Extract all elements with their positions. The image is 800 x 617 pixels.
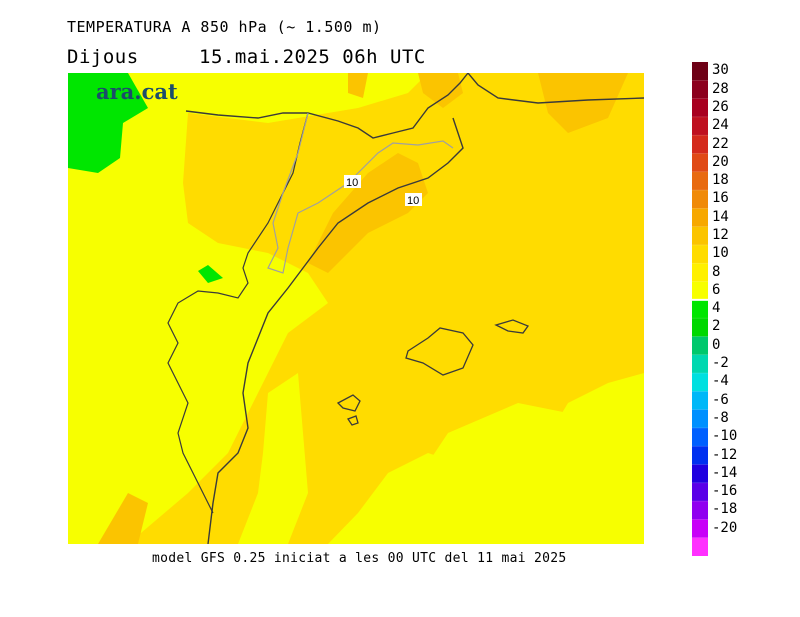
temperature-field-12 [538, 73, 628, 133]
color-scale-tick-label: 16 [712, 190, 729, 207]
color-scale-tick-label: 18 [712, 172, 729, 189]
map-canvas: 10 10 [68, 73, 644, 544]
island [336, 394, 361, 412]
color-scale-swatch [692, 501, 708, 520]
color-scale-tick-label: -14 [712, 464, 738, 481]
day-label: Dijous [67, 46, 139, 68]
color-scale-tick-label: -6 [712, 391, 729, 408]
color-scale-tick-label: 24 [712, 117, 729, 134]
color-scale-swatch [692, 244, 708, 264]
color-scale-swatch [692, 226, 708, 246]
color-scale-swatch [692, 208, 708, 228]
color-scale-swatch [692, 519, 708, 539]
color-scale-tick-label: -8 [712, 409, 729, 426]
color-scale-swatch [692, 135, 708, 154]
contour-label-box [405, 193, 422, 206]
color-scale-tick-label: 12 [712, 227, 729, 243]
color-scale-tick-label: 26 [712, 98, 729, 115]
color-scale-tick-label: 6 [712, 281, 721, 298]
color-scale-tick-label: 30 [712, 62, 729, 79]
color-scale-tick-label: 20 [712, 153, 729, 170]
temperature-field-12 [98, 493, 148, 544]
color-scale-swatch [692, 98, 708, 118]
color-scale-tick-label: -12 [712, 446, 738, 463]
temperature-field-12 [308, 153, 428, 273]
color-scale-swatch [692, 263, 708, 283]
map-subtitle: Dijous 15.mai.2025 06h UTC [67, 46, 425, 68]
color-scale-tick-label: 14 [712, 208, 729, 225]
color-scale-swatch [692, 409, 708, 429]
araCat-logo: ara.cat [96, 79, 178, 104]
datetime-label: 15.mai.2025 06h UTC [199, 46, 426, 68]
color-scale-swatch [692, 318, 708, 337]
color-scale-swatch [692, 190, 708, 209]
map-title: TEMPERATURA A 850 hPa (~ 1.500 m) [67, 18, 382, 36]
color-scale-swatch [692, 537, 708, 557]
color-scale-tick-label: -4 [712, 373, 729, 390]
color-scale-tick-label: -18 [712, 501, 738, 518]
color-scale-swatch [692, 373, 708, 392]
color-scale-swatch [692, 116, 708, 136]
temperature-field-4 [68, 73, 148, 173]
island [347, 415, 359, 426]
color-scale-swatch [692, 62, 708, 81]
color-scale-swatch [692, 354, 708, 374]
color-scale-svg [692, 62, 708, 557]
temperature-field-12 [348, 73, 368, 98]
color-scale-swatch [692, 299, 708, 319]
border [167, 112, 309, 514]
color-scale-swatch [692, 391, 708, 411]
color-scale-bar [692, 62, 708, 557]
color-scale-swatch [692, 446, 708, 466]
color-scale-tick-label: 10 [712, 245, 729, 262]
color-scale-tick-label: 28 [712, 80, 729, 97]
color-scale-tick-label: -2 [712, 355, 729, 371]
island [494, 319, 530, 334]
coastline [207, 117, 464, 544]
color-scale-tick-label: 22 [712, 135, 729, 152]
color-scale-swatch [692, 80, 708, 100]
contour-label: 10 [346, 177, 358, 189]
color-scale-swatch [692, 281, 708, 301]
color-scale-labels: 30 28 26 24 22 20 18 16 14 12 10 8 6 4 2 0 -2 -4 -6 -8 -10 -1… [712, 62, 772, 556]
region-border [267, 112, 454, 274]
color-scale-tick-label: 0 [712, 336, 721, 353]
color-scale-tick-label: 8 [712, 263, 721, 280]
island [405, 327, 474, 376]
temperature-field-8-patch [428, 403, 588, 513]
color-scale-tick-label: 4 [712, 300, 721, 317]
color-scale-tick-label: -16 [712, 483, 738, 500]
temperature-map: 10 10 ara.cat [68, 73, 644, 544]
color-scale-swatch [692, 464, 708, 484]
color-scale-swatch [692, 171, 708, 191]
contour-label-box [344, 175, 361, 188]
temperature-field-4 [198, 265, 223, 283]
model-footnote: model GFS 0.25 iniciat a les 00 UTC del … [152, 551, 567, 566]
coastline [185, 73, 644, 139]
color-scale-tick-label: -10 [712, 428, 738, 445]
color-scale-tick-label: 2 [712, 318, 721, 335]
color-scale-swatch [692, 482, 708, 502]
color-scale-swatch [692, 336, 708, 356]
color-scale-swatch [692, 153, 708, 173]
temperature-field-12 [418, 73, 463, 108]
color-scale-swatch [692, 427, 708, 447]
color-scale-tick-label: -20 [712, 519, 738, 536]
temperature-field-8-patch [238, 373, 308, 544]
contour-label: 10 [407, 195, 419, 207]
